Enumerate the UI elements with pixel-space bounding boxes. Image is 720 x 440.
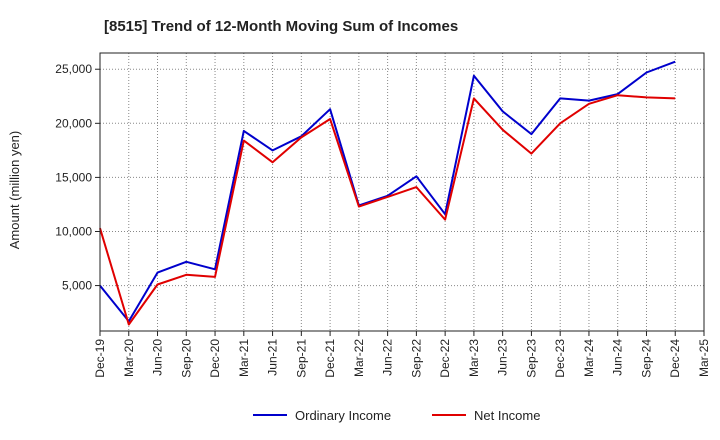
x-tick-label-Mar-24: Mar-24	[582, 339, 596, 377]
y-axis-tick-labels: 5,000 10,000 15,000 20,000 25,000	[55, 62, 100, 293]
x-tick-label-Sep-23: Sep-23	[524, 339, 538, 378]
x-tick-label-Mar-21: Mar-21	[237, 339, 251, 377]
x-tick-label-Mar-22: Mar-22	[352, 339, 366, 377]
x-tick-label-Jun-22: Jun-22	[381, 339, 395, 376]
y-tick-label-5000: 5,000	[62, 279, 92, 293]
x-axis-tick-labels: Dec-19 Mar-20 Jun-20 Sep-20 Dec-20 Mar-21 Jun-…	[93, 331, 711, 378]
x-tick-label-Mar-25: Mar-25	[697, 339, 711, 377]
x-tick-label-Dec-20: Dec-20	[208, 339, 222, 378]
series-lines	[99, 60, 676, 326]
x-tick-label-Dec-24: Dec-24	[668, 339, 682, 378]
x-tick-label-Sep-24: Sep-24	[639, 339, 653, 378]
x-tick-label-Dec-23: Dec-23	[553, 339, 567, 378]
legend: Ordinary Income Net Income	[253, 408, 540, 423]
x-tick-label-Dec-22: Dec-22	[438, 339, 452, 378]
y-tick-label-25000: 25,000	[55, 62, 92, 76]
plot-frame	[99, 52, 705, 332]
x-tick-label-Sep-20: Sep-20	[179, 339, 193, 378]
y-tick-label-20000: 20,000	[55, 116, 92, 130]
y-tick-label-10000: 10,000	[55, 224, 92, 238]
legend-label-ordinary-income: Ordinary Income	[295, 408, 391, 423]
legend-label-net-income: Net Income	[474, 408, 540, 423]
x-tick-label-Jun-20: Jun-20	[151, 339, 165, 376]
x-tick-label-Jun-24: Jun-24	[611, 339, 625, 376]
x-tick-label-Mar-23: Mar-23	[467, 339, 481, 377]
grid	[99, 53, 705, 331]
y-axis-label: Amount (million yen)	[7, 131, 22, 250]
y-tick-label-15000: 15,000	[55, 170, 92, 184]
x-tick-label-Mar-20: Mar-20	[122, 339, 136, 377]
x-tick-label-Dec-19: Dec-19	[93, 339, 107, 378]
x-tick-label-Sep-22: Sep-22	[409, 339, 423, 378]
x-tick-label-Jun-21: Jun-21	[266, 339, 280, 376]
x-tick-label-Dec-21: Dec-21	[323, 339, 337, 378]
x-tick-label-Sep-21: Sep-21	[294, 339, 308, 378]
chart-title: [8515] Trend of 12-Month Moving Sum of I…	[104, 18, 458, 35]
x-tick-label-Jun-23: Jun-23	[496, 339, 510, 376]
